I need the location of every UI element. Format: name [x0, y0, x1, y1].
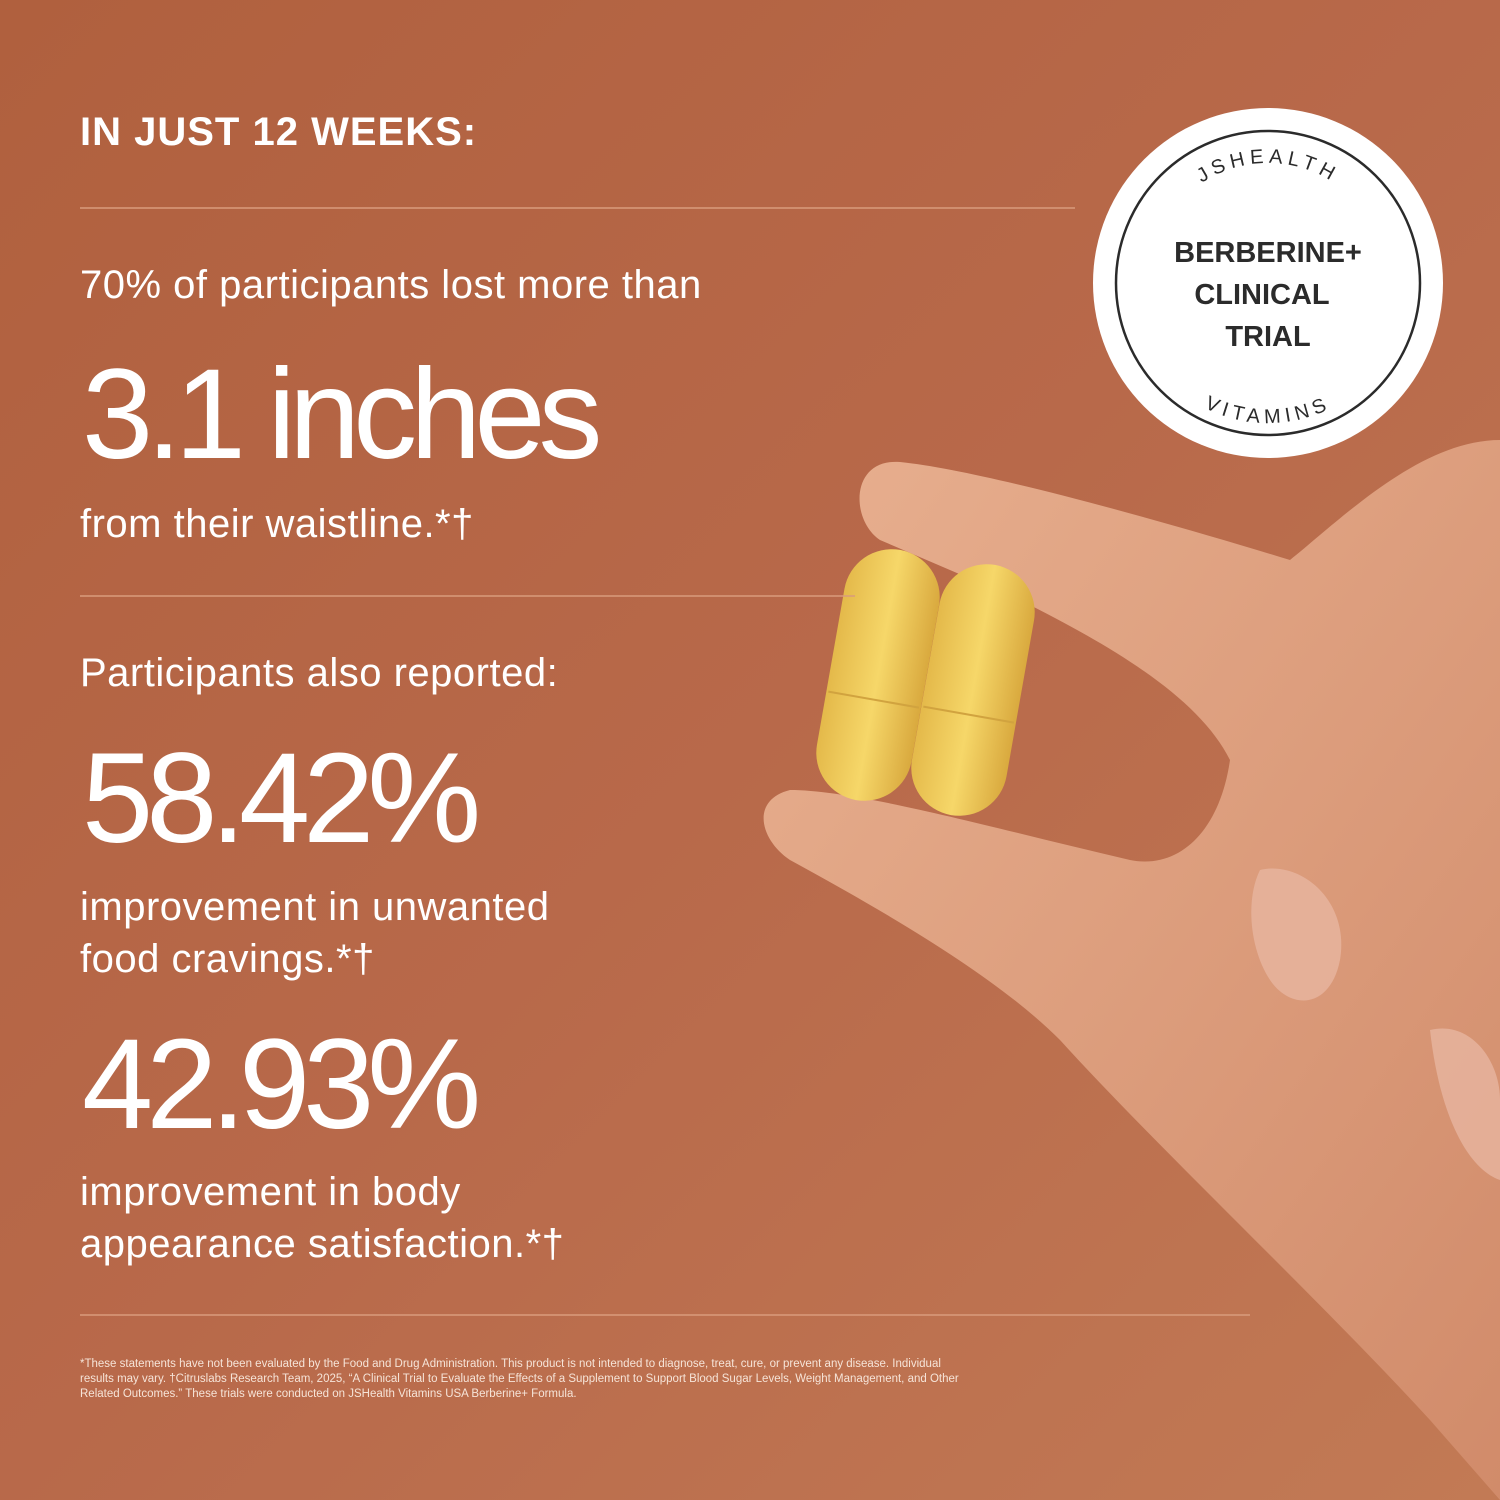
title: IN JUST 12 WEEKS: — [80, 110, 477, 154]
secondary-heading: Participants also reported: — [80, 651, 558, 695]
hand-illustration — [763, 440, 1500, 1500]
primary-figure: 3.1 inches — [82, 343, 599, 486]
stat-caption: food cravings.*† — [80, 937, 375, 981]
footnote-line: results may vary. †Citruslabs Research T… — [80, 1373, 959, 1385]
badge: JSHEALTH VITAMINS BERBERINE+ CLINICAL TR… — [1093, 108, 1443, 458]
stat-caption: improvement in unwanted — [80, 885, 550, 929]
primary-caption: from their waistline.*† — [80, 502, 474, 546]
badge-circle — [1093, 108, 1443, 458]
footnote-line: Related Outcomes.” These trials were con… — [80, 1388, 577, 1400]
badge-line: CLINICAL — [1194, 279, 1329, 311]
primary-intro: 70% of participants lost more than — [80, 263, 702, 307]
stat-caption: appearance satisfaction.*† — [80, 1222, 564, 1266]
badge-line: TRIAL — [1225, 321, 1310, 353]
stat-caption: improvement in body — [80, 1170, 461, 1214]
badge-ring — [1114, 129, 1422, 437]
badge-line: BERBERINE+ — [1174, 237, 1362, 269]
stat-figure: 42.93% — [82, 1013, 477, 1156]
stat-figure: 58.42% — [82, 727, 477, 870]
footnote-line: *These statements have not been evaluate… — [80, 1358, 941, 1370]
